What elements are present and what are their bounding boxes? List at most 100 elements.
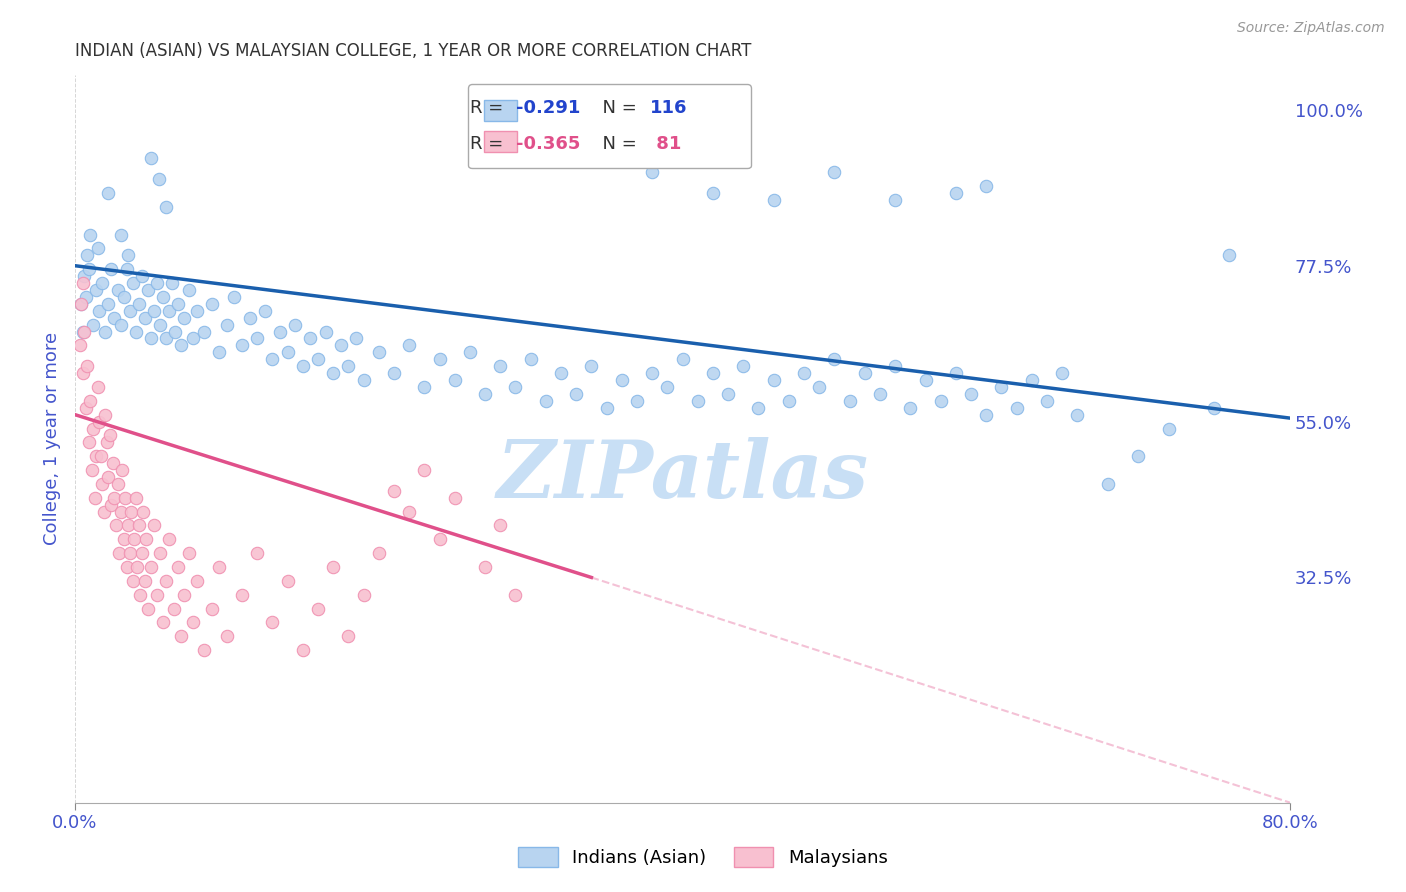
Point [519, 352, 541, 367]
Point [132, 505, 155, 519]
Point [224, 290, 246, 304]
Point [125, 491, 148, 505]
Text: R =: R = [470, 136, 509, 153]
Point [170, 629, 193, 643]
Point [1036, 393, 1059, 408]
Point [505, 380, 527, 394]
Point [155, 331, 177, 345]
Point [118, 546, 141, 560]
Point [165, 325, 187, 339]
Point [131, 546, 153, 560]
Point [778, 393, 800, 408]
Point [929, 393, 952, 408]
Point [97, 297, 120, 311]
Point [120, 505, 142, 519]
Point [1005, 401, 1028, 415]
Point [239, 310, 262, 325]
Point [177, 283, 200, 297]
Point [246, 331, 269, 345]
Point [89, 303, 111, 318]
Point [84, 449, 107, 463]
Point [82, 318, 104, 332]
Point [183, 331, 205, 345]
Point [177, 546, 200, 560]
Point [73, 325, 96, 339]
Point [581, 359, 603, 373]
Point [157, 533, 180, 547]
Text: R =: R = [470, 99, 509, 117]
Point [641, 366, 664, 380]
Point [70, 297, 93, 311]
Point [747, 401, 769, 415]
Point [733, 359, 755, 373]
Text: INDIAN (ASIAN) VS MALAYSIAN COLLEGE, 1 YEAR OR MORE CORRELATION CHART: INDIAN (ASIAN) VS MALAYSIAN COLLEGE, 1 Y… [75, 42, 751, 60]
Point [823, 352, 845, 367]
Point [129, 588, 152, 602]
Point [84, 283, 107, 297]
Point [139, 331, 162, 345]
Point [291, 643, 314, 657]
Point [208, 345, 231, 359]
Point [717, 387, 740, 401]
Point [322, 560, 344, 574]
Point [131, 269, 153, 284]
Point [337, 629, 360, 643]
Point [155, 200, 177, 214]
Point [91, 276, 114, 290]
Point [149, 318, 172, 332]
Point [157, 303, 180, 318]
Point [100, 262, 122, 277]
Point [945, 186, 967, 200]
Point [458, 345, 481, 359]
Point [112, 290, 135, 304]
Point [82, 421, 104, 435]
Point [337, 359, 360, 373]
Point [128, 518, 150, 533]
Point [72, 325, 94, 339]
Point [139, 152, 162, 166]
Point [641, 165, 664, 179]
Point [143, 518, 166, 533]
Point [762, 373, 785, 387]
Point [134, 310, 156, 325]
Point [155, 574, 177, 588]
Point [111, 463, 134, 477]
Point [79, 227, 101, 242]
Point [76, 359, 98, 373]
Point [135, 533, 157, 547]
Point [869, 387, 891, 401]
Point [97, 470, 120, 484]
Point [853, 366, 876, 380]
Point [884, 359, 907, 373]
Point [1202, 401, 1225, 415]
Point [1218, 248, 1240, 262]
Point [413, 380, 436, 394]
Point [80, 463, 103, 477]
Point [215, 629, 238, 643]
Point [128, 297, 150, 311]
Point [77, 262, 100, 277]
Point [382, 366, 405, 380]
Point [1021, 373, 1043, 387]
Point [117, 248, 139, 262]
Point [1050, 366, 1073, 380]
Point [148, 172, 170, 186]
Point [253, 303, 276, 318]
Point [429, 533, 451, 547]
Point [322, 366, 344, 380]
Point [90, 449, 112, 463]
Point [914, 373, 936, 387]
Point [167, 297, 190, 311]
Point [671, 352, 693, 367]
Point [443, 373, 465, 387]
Point [173, 588, 195, 602]
Text: N =: N = [592, 136, 643, 153]
Point [72, 276, 94, 290]
Point [398, 338, 420, 352]
Point [101, 456, 124, 470]
Point [208, 560, 231, 574]
Point [307, 352, 329, 367]
Legend: Indians (Asian), Malaysians: Indians (Asian), Malaysians [509, 838, 897, 876]
Point [117, 518, 139, 533]
Point [167, 560, 190, 574]
